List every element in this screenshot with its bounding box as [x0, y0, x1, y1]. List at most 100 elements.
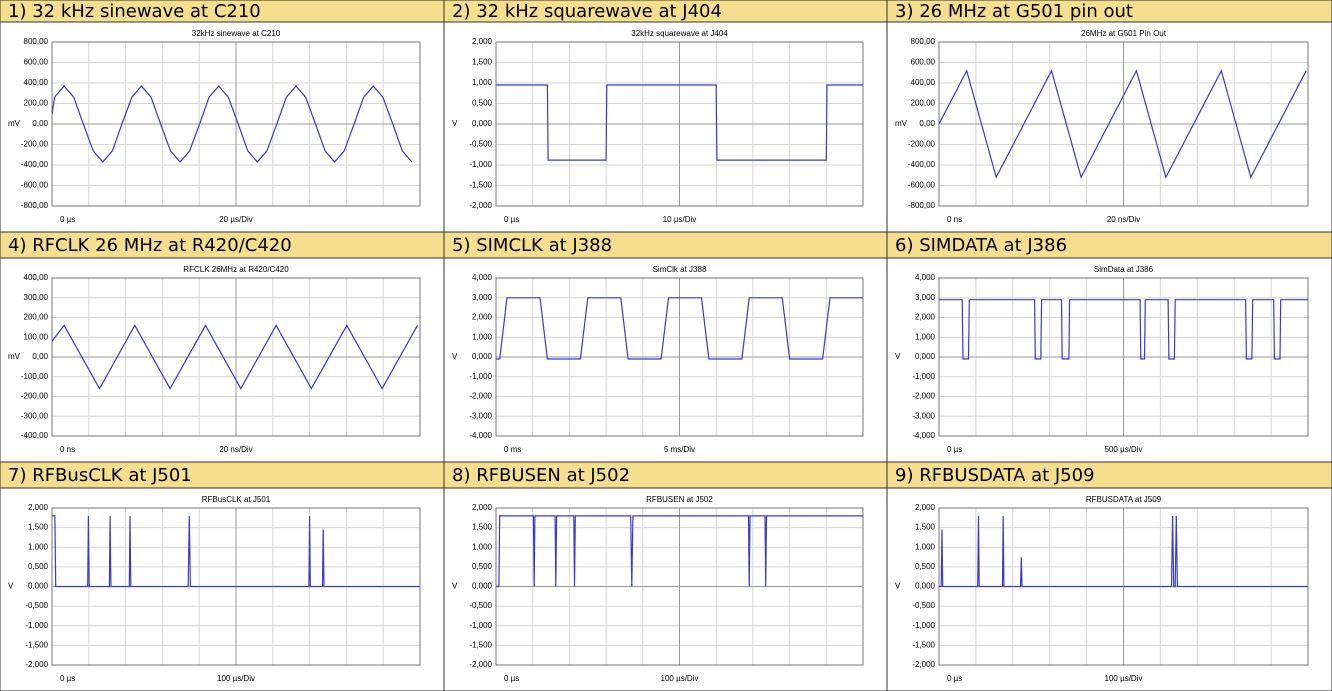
y-tick-label: 1,000 [28, 542, 49, 551]
panel-header [0, 461, 445, 489]
y-tick-label: -800,00 [21, 201, 49, 210]
y-tick-label: 0,00 [32, 352, 48, 361]
y-tick-label: 4,000 [472, 273, 493, 282]
waveform [52, 515, 420, 588]
y-tick-label: 400,00 [24, 273, 49, 282]
x-start-label: 0 µs [504, 674, 519, 683]
x-scale-label: 5 ms/Div [664, 445, 695, 454]
y-tick-label: 400,00 [911, 78, 936, 87]
plot-title: 26MHz at G501 Pin Out [1081, 29, 1167, 38]
panel-title: 7) RFBusCLK at J501 [8, 465, 192, 486]
y-tick-label: 1,000 [472, 332, 493, 341]
plot-frame [51, 41, 421, 207]
y-tick-label: 0,00 [919, 119, 935, 128]
y-tick-label: -4,000 [469, 431, 492, 440]
y-tick-label: -1,000 [912, 372, 935, 381]
x-scale-label: 20 ns/Div [1107, 215, 1140, 224]
x-start-label: 0 µs [504, 215, 519, 224]
panel-body [0, 21, 445, 233]
x-start-label: 0 ms [504, 445, 521, 454]
y-tick-label: -600,00 [21, 181, 49, 190]
y-tick-label: 0,00 [32, 119, 48, 128]
y-tick-label: -1,500 [912, 640, 935, 649]
x-start-label: 0 ns [947, 215, 962, 224]
y-tick-label: -0,500 [469, 601, 492, 610]
y-tick-label: 3,000 [915, 293, 936, 302]
panel-header [886, 231, 1332, 259]
y-tick-label: -1,500 [25, 640, 48, 649]
x-start-label: 0 µs [60, 674, 75, 683]
y-tick-label: 200,00 [24, 99, 49, 108]
waveform [496, 515, 863, 588]
y-tick-label: -2,000 [25, 660, 48, 669]
y-unit-label: V [895, 352, 901, 361]
y-tick-label: -1,000 [469, 160, 492, 169]
y-tick-label: -300,00 [21, 411, 49, 420]
y-tick-label: 0,000 [915, 582, 936, 591]
y-unit-label: V [8, 582, 14, 591]
panel-title: 9) RFBUSDATA at J509 [895, 465, 1095, 486]
y-tick-label: 1,000 [915, 542, 936, 551]
y-unit-label: V [452, 352, 458, 361]
y-tick-label: -1,500 [469, 640, 492, 649]
y-unit-label: mV [8, 119, 21, 128]
x-start-label: 0 µs [947, 445, 962, 454]
waveform [939, 299, 1308, 360]
waveform [51, 85, 413, 163]
panel-body [886, 487, 1332, 691]
plot-title: SimData at J386 [1094, 265, 1154, 274]
panel-body [0, 257, 445, 463]
y-tick-label: 2,000 [28, 503, 49, 512]
y-tick-label: 0,500 [472, 99, 493, 108]
y-tick-label: -2,000 [469, 392, 492, 401]
y-tick-label: 1,500 [28, 523, 49, 532]
panel-body [443, 257, 888, 463]
x-start-label: 0 ns [60, 445, 75, 454]
x-scale-label: 100 µs/Div [1105, 674, 1143, 683]
y-tick-label: -600,00 [908, 181, 936, 190]
y-tick-label: 800,00 [911, 37, 936, 46]
y-tick-label: -200,00 [21, 392, 49, 401]
plot-frame [495, 277, 864, 437]
panel-title: 8) RFBUSEN at J502 [452, 465, 630, 486]
y-tick-label: -1,000 [469, 372, 492, 381]
x-start-label: 0 µs [947, 674, 962, 683]
y-unit-label: V [895, 582, 901, 591]
plot-title: RFBUSEN at J502 [646, 495, 713, 504]
y-tick-label: -0,500 [469, 140, 492, 149]
y-tick-label: 200,00 [24, 313, 49, 322]
y-tick-label: 0,500 [472, 562, 493, 571]
y-tick-label: 1,000 [472, 542, 493, 551]
y-tick-label: -0,500 [912, 601, 935, 610]
y-tick-label: -2,000 [469, 201, 492, 210]
y-tick-label: 3,000 [472, 293, 493, 302]
y-tick-label: 300,00 [24, 293, 49, 302]
x-scale-label: 100 µs/Div [217, 674, 255, 683]
y-unit-label: mV [895, 119, 908, 128]
y-unit-label: mV [8, 352, 21, 361]
y-tick-label: 2,000 [915, 313, 936, 322]
y-tick-label: 0,000 [472, 119, 493, 128]
plot-title: RFBusCLK at J501 [202, 495, 271, 504]
panel-header [886, 461, 1332, 489]
panel-body [0, 487, 445, 691]
plot-frame [51, 277, 421, 437]
x-scale-label: 500 µs/Div [1105, 445, 1143, 454]
plot-title: 32kHz sinewave at C210 [192, 29, 281, 38]
y-tick-label: 0,500 [915, 562, 936, 571]
waveform [51, 324, 418, 390]
plot-title: RFBUSDATA at J509 [1086, 495, 1162, 504]
panel-body [443, 21, 888, 233]
y-tick-label: -1,500 [469, 181, 492, 190]
y-tick-label: 1,500 [915, 523, 936, 532]
y-tick-label: -400,00 [908, 160, 936, 169]
y-tick-label: 800,00 [24, 37, 49, 46]
y-tick-label: -2,000 [912, 660, 935, 669]
plot-title: RFCLK 26MHz at R420/C420 [183, 265, 289, 274]
waveform [496, 297, 863, 360]
panel-header [443, 231, 888, 259]
x-scale-label: 10 µs/Div [663, 215, 697, 224]
y-tick-label: 1,500 [472, 58, 493, 67]
y-tick-label: 2,000 [915, 503, 936, 512]
waveform [496, 84, 863, 161]
